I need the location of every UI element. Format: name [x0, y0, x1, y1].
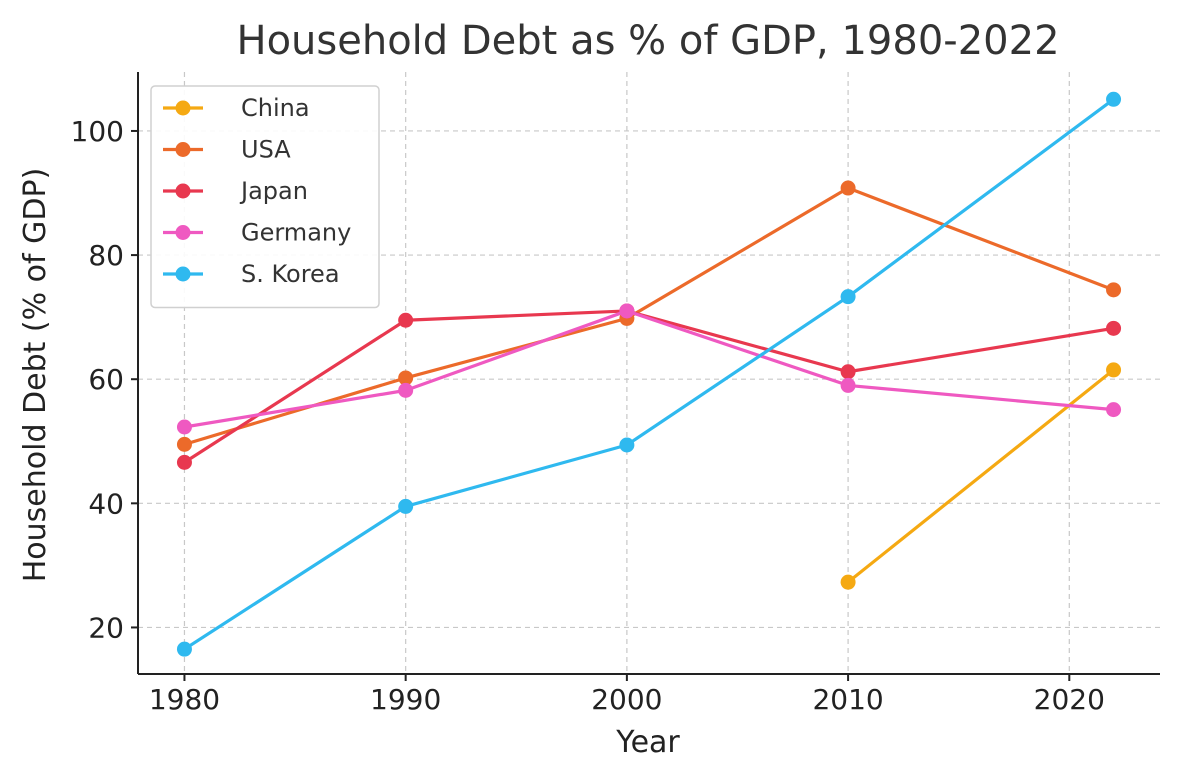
legend-label: USA	[241, 136, 291, 164]
series-group	[176, 91, 1122, 657]
data-point-china	[1106, 362, 1122, 378]
data-point-japan	[398, 312, 414, 328]
data-point-usa	[398, 370, 414, 386]
legend-label: Germany	[241, 219, 351, 247]
data-point-japan	[840, 364, 856, 380]
y-axis-label: Household Debt (% of GDP)	[18, 168, 53, 583]
x-tick-label: 2020	[1034, 683, 1105, 716]
series-germany	[176, 303, 1122, 435]
series-line-germany	[182, 309, 1116, 429]
legend-frame	[150, 85, 380, 309]
y-tick-label: 40	[88, 487, 124, 520]
legend: China USA Japan Germany S. Korea	[150, 85, 380, 309]
x-axis-label: Year	[615, 725, 680, 760]
legend-swatch-marker	[175, 266, 191, 282]
data-point-usa	[176, 436, 192, 452]
legend-item: China	[163, 94, 310, 122]
data-point-usa	[840, 180, 856, 196]
data-point-germany	[619, 303, 635, 319]
y-tick-label: 60	[88, 363, 124, 396]
data-point-s-korea	[1106, 91, 1122, 107]
data-point-japan	[1106, 320, 1122, 336]
axes	[137, 72, 1160, 675]
y-axis-ticks: 20 40 60 80 100	[71, 115, 138, 644]
series-japan	[176, 303, 1122, 470]
legend-item: S. Korea	[163, 260, 340, 288]
chart-title: Household Debt as % of GDP, 1980-2022	[236, 18, 1059, 64]
x-tick-label: 2000	[591, 683, 662, 716]
legend-item: Germany	[163, 219, 351, 247]
data-point-germany	[398, 382, 414, 398]
legend-item: Japan	[163, 177, 308, 205]
y-tick-label: 20	[88, 611, 124, 644]
legend-label: Japan	[239, 177, 308, 205]
series-line-japan	[182, 309, 1116, 464]
y-tick-label: 80	[88, 239, 124, 272]
data-point-s-korea	[398, 498, 414, 514]
legend-swatch-marker	[175, 100, 191, 116]
data-point-usa	[1106, 282, 1122, 298]
data-point-germany	[176, 419, 192, 435]
data-point-japan	[176, 454, 192, 470]
legend-label: China	[241, 94, 310, 122]
legend-swatch-marker	[175, 142, 191, 157]
series-s-korea	[176, 91, 1122, 657]
x-axis-ticks: 1980 1990 2000 2010 2020	[149, 674, 1105, 716]
data-point-china	[840, 574, 856, 590]
data-point-germany	[840, 377, 856, 393]
x-tick-label: 2010	[812, 683, 883, 716]
data-point-s-korea	[176, 641, 192, 657]
series-line-china	[846, 368, 1116, 584]
legend-swatch-marker	[175, 225, 191, 240]
legend-swatch-marker	[175, 183, 191, 199]
legend-item: USA	[163, 136, 291, 164]
legend-label: S. Korea	[241, 260, 340, 288]
x-tick-label: 1990	[370, 683, 441, 716]
data-point-s-korea	[619, 437, 635, 453]
x-tick-label: 1980	[149, 683, 220, 716]
data-point-germany	[1106, 402, 1122, 418]
y-tick-label: 100	[71, 115, 124, 148]
data-point-s-korea	[840, 289, 856, 305]
